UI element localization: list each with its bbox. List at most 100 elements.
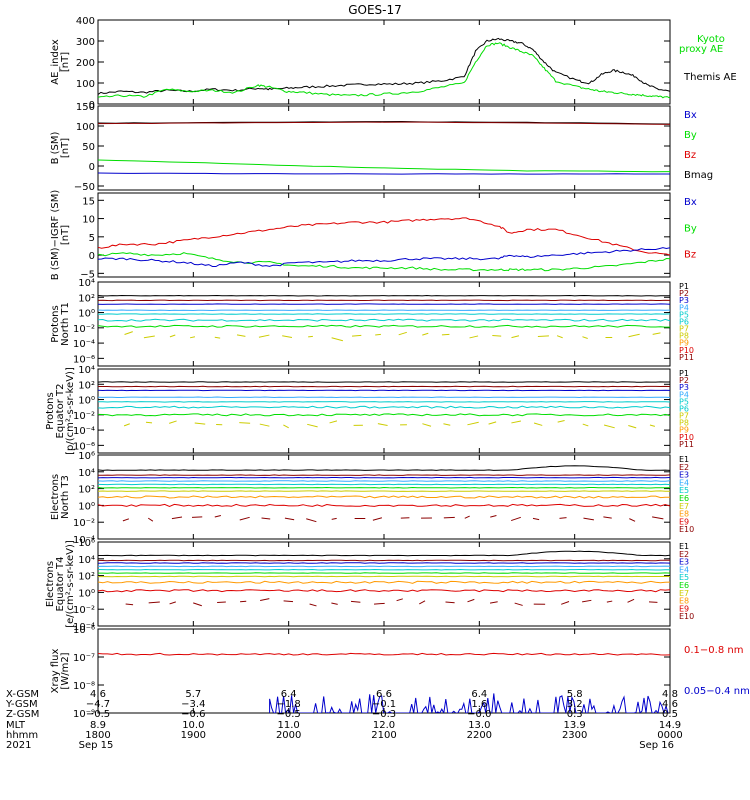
legend-entry: E5	[679, 573, 689, 582]
sparse-segment	[171, 516, 183, 520]
legend-entry: E3	[679, 558, 689, 567]
x-row-value: 5.8	[567, 689, 583, 700]
sparse-segment	[169, 601, 176, 605]
sparse-segment	[239, 422, 251, 424]
legend-entry: P11	[679, 440, 694, 449]
sparse-segment	[467, 598, 475, 603]
y-tick-label: 10²	[78, 572, 95, 583]
flux-line	[98, 313, 670, 315]
x-row-value: 4.6	[90, 689, 106, 700]
sparse-segment	[396, 598, 403, 602]
sparse-segment	[331, 602, 338, 605]
y-tick-label: 10⁰	[78, 501, 95, 512]
series-line	[98, 252, 670, 272]
sparse-segment	[492, 335, 502, 337]
x-row-value: 12.0	[373, 720, 395, 731]
y-axis-label-line: B (SM)	[50, 131, 61, 164]
flux-line	[98, 565, 670, 568]
sparse-segment	[445, 601, 455, 604]
sparse-segment	[603, 516, 612, 519]
series-line	[98, 121, 670, 125]
sparse-segment	[214, 336, 221, 339]
panel-pn: 10⁻⁶ 10⁻⁴ 10⁻² 10⁰ 10² 10⁴ ProtonsNorth T1 P1P2…	[50, 278, 694, 367]
legend-entry: P3	[679, 383, 689, 392]
flux-line	[98, 580, 670, 584]
legend-entry: P7	[679, 325, 689, 334]
x-row-value: 2200	[467, 730, 492, 741]
x-row-value: −0.3	[372, 709, 396, 720]
sparse-segment	[125, 603, 134, 606]
y-tick-label: 0	[89, 100, 95, 111]
y-tick-label: 10⁻²	[73, 518, 95, 529]
sparse-segment	[628, 425, 637, 429]
sparse-segment	[582, 599, 592, 603]
x-row-value: 5.7	[185, 689, 201, 700]
legend-entry: Themis AE	[683, 72, 737, 83]
flux-line	[98, 465, 670, 471]
legend-entry: P6	[679, 317, 689, 326]
y-tick-label: 15	[82, 196, 95, 207]
sparse-segment	[467, 421, 479, 426]
sparse-segment	[284, 517, 295, 521]
y-tick-label: 10⁻⁴	[73, 426, 95, 437]
flux-line	[98, 559, 670, 562]
legend-entry: E7	[679, 589, 689, 598]
y-tick-label: 10⁴	[78, 278, 95, 289]
y-tick-label: 300	[76, 37, 95, 48]
legend-entry: Bx	[684, 110, 697, 121]
sparse-segment	[398, 331, 407, 336]
x-row-value: −0.5	[86, 709, 110, 720]
plot-title: GOES-17	[348, 3, 402, 17]
sparse-segment	[260, 598, 270, 602]
sparse-segment	[582, 336, 588, 339]
x-row-value: −0.1	[372, 699, 396, 710]
x-row-value: −0.5	[277, 709, 301, 720]
x-row-value: −4.7	[86, 699, 110, 710]
data-layer	[98, 550, 670, 607]
series-line	[98, 37, 670, 95]
sparse-segment	[514, 602, 523, 606]
flux-line	[98, 303, 670, 305]
y-axis-label-line: B (SM)−IGRF (SM)	[50, 190, 61, 281]
panel-bigrf: −5 0 5 10 15 B (SM)−IGRF (SM)[nT] Bx By Bz	[50, 190, 697, 281]
sparse-segment	[309, 603, 317, 607]
data-layer	[98, 37, 670, 99]
x-row-value: −0.0	[467, 709, 491, 720]
legend-entry: P4	[679, 390, 689, 399]
flux-line	[98, 495, 670, 499]
legend-entry: E5	[679, 486, 689, 495]
legend-entry: E10	[679, 525, 694, 534]
x-row-value: 11.0	[278, 720, 300, 731]
sparse-segment	[377, 423, 388, 426]
flux-line	[98, 413, 670, 417]
flux-line	[98, 572, 670, 574]
legend-entry: P2	[679, 376, 689, 385]
x-row-value: 0.3	[567, 709, 583, 720]
sparse-segment	[490, 515, 497, 518]
flux-line	[98, 396, 670, 399]
y-tick-label: 10⁶	[78, 451, 95, 462]
legend-entry: P6	[679, 404, 689, 413]
legend-entry: E6	[679, 494, 689, 503]
y-axis-label: Xray flux[W/m2]	[50, 649, 71, 694]
xray-short-line	[269, 693, 669, 713]
x-row-label: X-GSM	[6, 689, 39, 700]
legend-entry: P1	[679, 369, 689, 378]
legend-entry: E8	[679, 510, 689, 519]
y-tick-label: −5	[80, 269, 95, 280]
x-row-value: −0.6	[181, 709, 205, 720]
y-axis-label-line: North T1	[60, 302, 71, 346]
y-tick-label: 10²	[78, 380, 95, 391]
sparse-segment	[331, 517, 337, 520]
legend-entry: E4	[679, 478, 689, 487]
y-axis-label: B (SM)[nT]	[50, 131, 71, 164]
y-tick-label: 10⁰	[78, 396, 95, 407]
y-tick-label: 10⁻⁴	[73, 535, 95, 546]
sparse-segment	[532, 517, 540, 521]
sparse-segment	[194, 422, 206, 425]
y-axis-label: ElectronsNorth T3	[50, 474, 71, 520]
sparse-segment	[422, 423, 432, 427]
legend-entry: P10	[679, 346, 694, 355]
